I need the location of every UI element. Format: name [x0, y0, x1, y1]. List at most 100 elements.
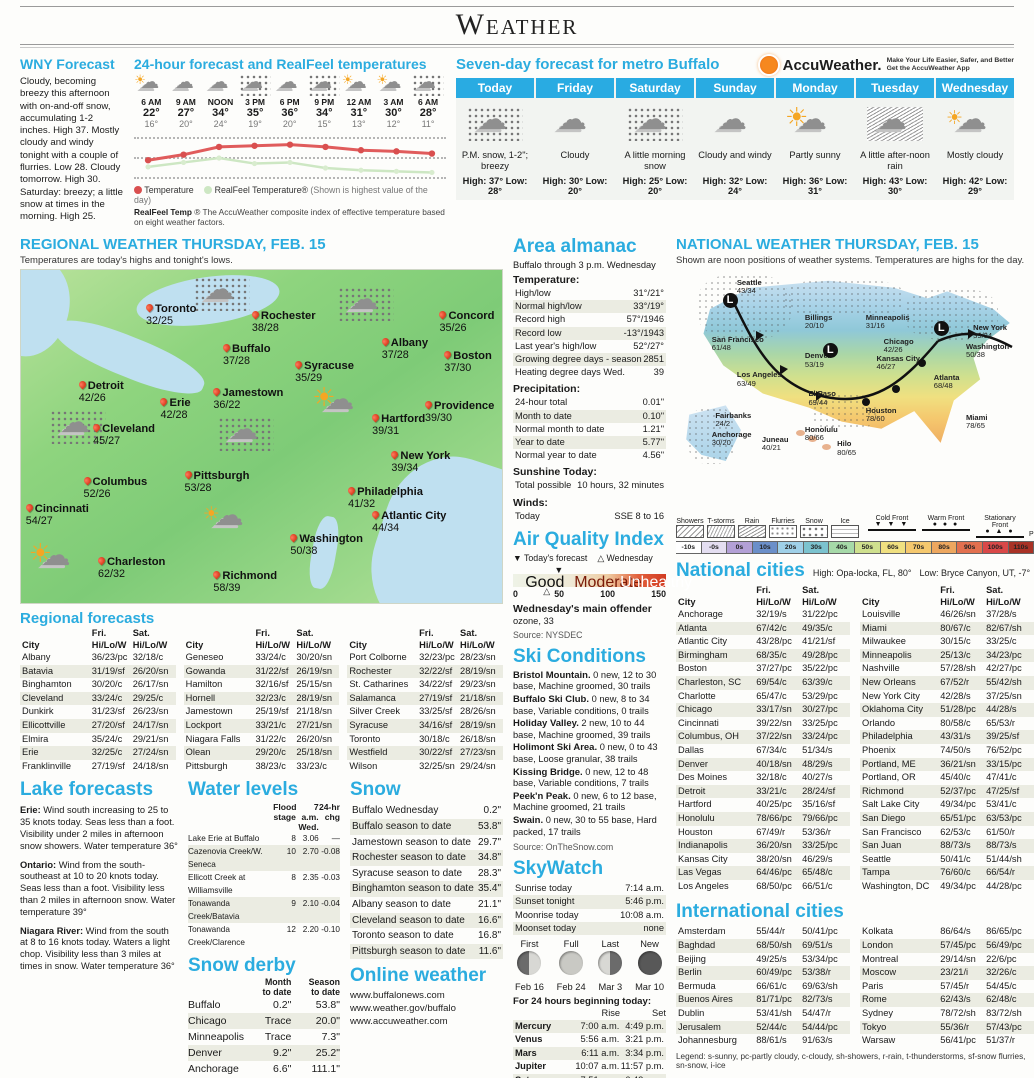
city-cell: Milwaukee	[862, 636, 906, 647]
weather-link[interactable]: www.accuweather.com	[350, 1016, 448, 1028]
table-row: Des Moines 32/18/c 40/27/s	[676, 771, 850, 785]
fri-cell: 40/25/pc	[756, 799, 792, 810]
map-city-temps: 69/44	[808, 397, 828, 407]
weather-link[interactable]: www.buffalonews.com	[350, 990, 445, 1002]
fri-cell: 23/21/i	[940, 967, 969, 978]
map-city: Honolulu 80/66	[805, 425, 838, 442]
table-row: St. Catharines 34/22/sf 29/23/sn	[347, 678, 503, 692]
table-subheader: City Hi/Lo/W Hi/Lo/W	[349, 640, 495, 650]
day-high-low: High: 42° Low: 29°	[942, 176, 1008, 196]
city-cell: San Francisco	[862, 826, 922, 837]
map-pin-icon	[438, 309, 448, 320]
hourly-slot: ❄❄ 9 AM 27° 20°	[169, 72, 204, 129]
day-name: Monday	[776, 78, 854, 98]
fri-cell: 39/22/sn	[756, 717, 792, 728]
day-icon-wrap: ❄❄❄	[936, 98, 1014, 150]
map-city-temps: 40/21	[761, 442, 781, 452]
table-row: Honolulu 78/66/pc 79/66/pc	[676, 811, 850, 826]
table-row: Sunrise today 7:14 a.m.	[513, 882, 666, 895]
city-cell: Minneapolis	[188, 1031, 245, 1044]
city-cell: Batavia	[22, 665, 54, 676]
sat-cell: 53/34/pc	[802, 953, 838, 964]
sat-cell: 35/16/sf	[802, 799, 836, 810]
city-cell: Sydney	[862, 1008, 894, 1019]
sat-cell: 57/43/pc	[986, 1021, 1022, 1032]
day-name: Friday	[536, 78, 614, 98]
moon-icon	[598, 950, 623, 975]
sat-cell: 33/25/pc	[802, 717, 838, 728]
table-row: Rochester season to date 34.8"	[350, 850, 503, 866]
planet-rise: 6:11 a.m.	[581, 1047, 620, 1058]
map-city-temps: 35/26	[439, 321, 467, 334]
fri-cell: 69/54/c	[756, 676, 787, 687]
stat-label: Today	[515, 510, 540, 521]
weather-icon: ❄❄	[412, 72, 445, 96]
table-row: Beijing 49/25/s 53/34/pc	[676, 953, 850, 967]
riseset-header: Rise Set	[601, 1007, 666, 1018]
map-pin-icon	[370, 412, 381, 423]
city-cell: St. Catharines	[349, 679, 409, 690]
stat-value: -13°/1943	[623, 327, 664, 338]
city-cell: Syracuse	[349, 719, 389, 730]
aqi-offender: ozone, 33	[513, 615, 554, 626]
sat-cell: 91/63/s	[802, 1035, 833, 1046]
sat-cell: 79/66/pc	[802, 812, 838, 823]
phase-name: Last	[601, 938, 620, 949]
weather-icon: ❄❄	[376, 69, 409, 96]
international-right: Kolkata 86/64/s 86/65/pc London 57/45/pc 56/4…	[860, 925, 1034, 1047]
fri-cell: 68/50/pc	[756, 880, 792, 891]
stat-label: Growing degree days - season	[515, 354, 642, 365]
precip-legend: Showers T-storms Rain	[676, 518, 859, 538]
map-pin-icon	[82, 476, 92, 486]
snow-value: 29.7"	[477, 836, 501, 848]
weather-icon: ❄❄❄	[547, 103, 603, 141]
city-cell: Rochester	[349, 665, 392, 676]
table-row: Amsterdam 55/44/r 50/41/pc	[676, 925, 850, 939]
map-city-name: Detroit	[77, 379, 124, 392]
city-cell: Lockport	[185, 719, 222, 730]
hourly-realfeel: 13°	[352, 119, 366, 129]
aqi-offender-heading: Wednesday's main offender	[513, 602, 652, 615]
accuweather-brand: AccuWeather. Make Your Life Easier, Safe…	[759, 56, 1014, 74]
temperature-dot-icon	[134, 186, 142, 194]
map-city-temps: 68/48	[933, 380, 953, 390]
stat-label: Total possible	[515, 480, 572, 491]
sat-cell: 44/28/s	[986, 704, 1017, 715]
planet-set: 6:42 p.m.	[619, 1074, 664, 1078]
snow-value: 53.8"	[477, 820, 501, 832]
weather-link[interactable]: www.weather.gov/buffalo	[350, 1003, 456, 1015]
sat-cell: 32/18/c	[132, 652, 164, 662]
city-cell: Philadelphia	[862, 731, 913, 742]
table-row: London 57/45/pc 56/49/pc	[860, 939, 1034, 953]
map-city-name: Denver	[804, 351, 831, 361]
table-row: Hornell 32/23/c 28/19/sn	[183, 691, 340, 706]
fri-cell: 86/64/s	[940, 926, 971, 937]
table-row: Albany 36/23/pc 32/18/c	[20, 651, 176, 665]
weather-icon: ❄❄	[308, 72, 341, 96]
table-row: Lockport 33/21/c 27/21/sn	[183, 718, 340, 733]
map-city: Philadelphia 41/32	[346, 485, 423, 510]
national-map-legend: Showers T-storms Rain	[676, 509, 1034, 554]
sat-cell: 28/26/sn	[460, 706, 496, 717]
realfeel-footnote: RealFeel Temp ® The AccuWeather composit…	[134, 207, 446, 227]
hourly-realfeel: 16°	[144, 119, 159, 129]
resort-conditions: 0 new, 12 to 30 base, Machine groomed, 3…	[513, 669, 657, 692]
map-city-temps: 42/28	[160, 408, 188, 421]
fri-cell: 36/23/pc	[91, 652, 128, 662]
month-cell: 0.2"	[273, 999, 292, 1012]
temp-band-swatch: 80s	[931, 541, 958, 554]
fri-cell: 66/61/c	[756, 980, 787, 991]
weather-icon: ❄❄❄	[218, 413, 275, 451]
map-pin-icon	[250, 309, 261, 320]
water-levels-header: Flood stage 7 a.m. Wed. 24-hr chg	[273, 802, 340, 832]
snow-label: Rochester season to date	[352, 852, 466, 864]
stat-value: 31°/21°	[633, 288, 664, 298]
table-row: Dunkirk 31/23/sf 26/23/sn	[20, 705, 176, 719]
fri-cell: 81/71/pc	[756, 994, 792, 1005]
fri-cell: 65/47/c	[756, 690, 787, 701]
map-city: Boston 37/30	[442, 349, 492, 374]
map-city: Fairbanks 24/2	[715, 411, 751, 428]
fri-cell: 67/52/r	[940, 676, 970, 687]
city-cell: Kolkata	[862, 926, 894, 937]
map-city-temps: 61/48	[711, 342, 731, 352]
